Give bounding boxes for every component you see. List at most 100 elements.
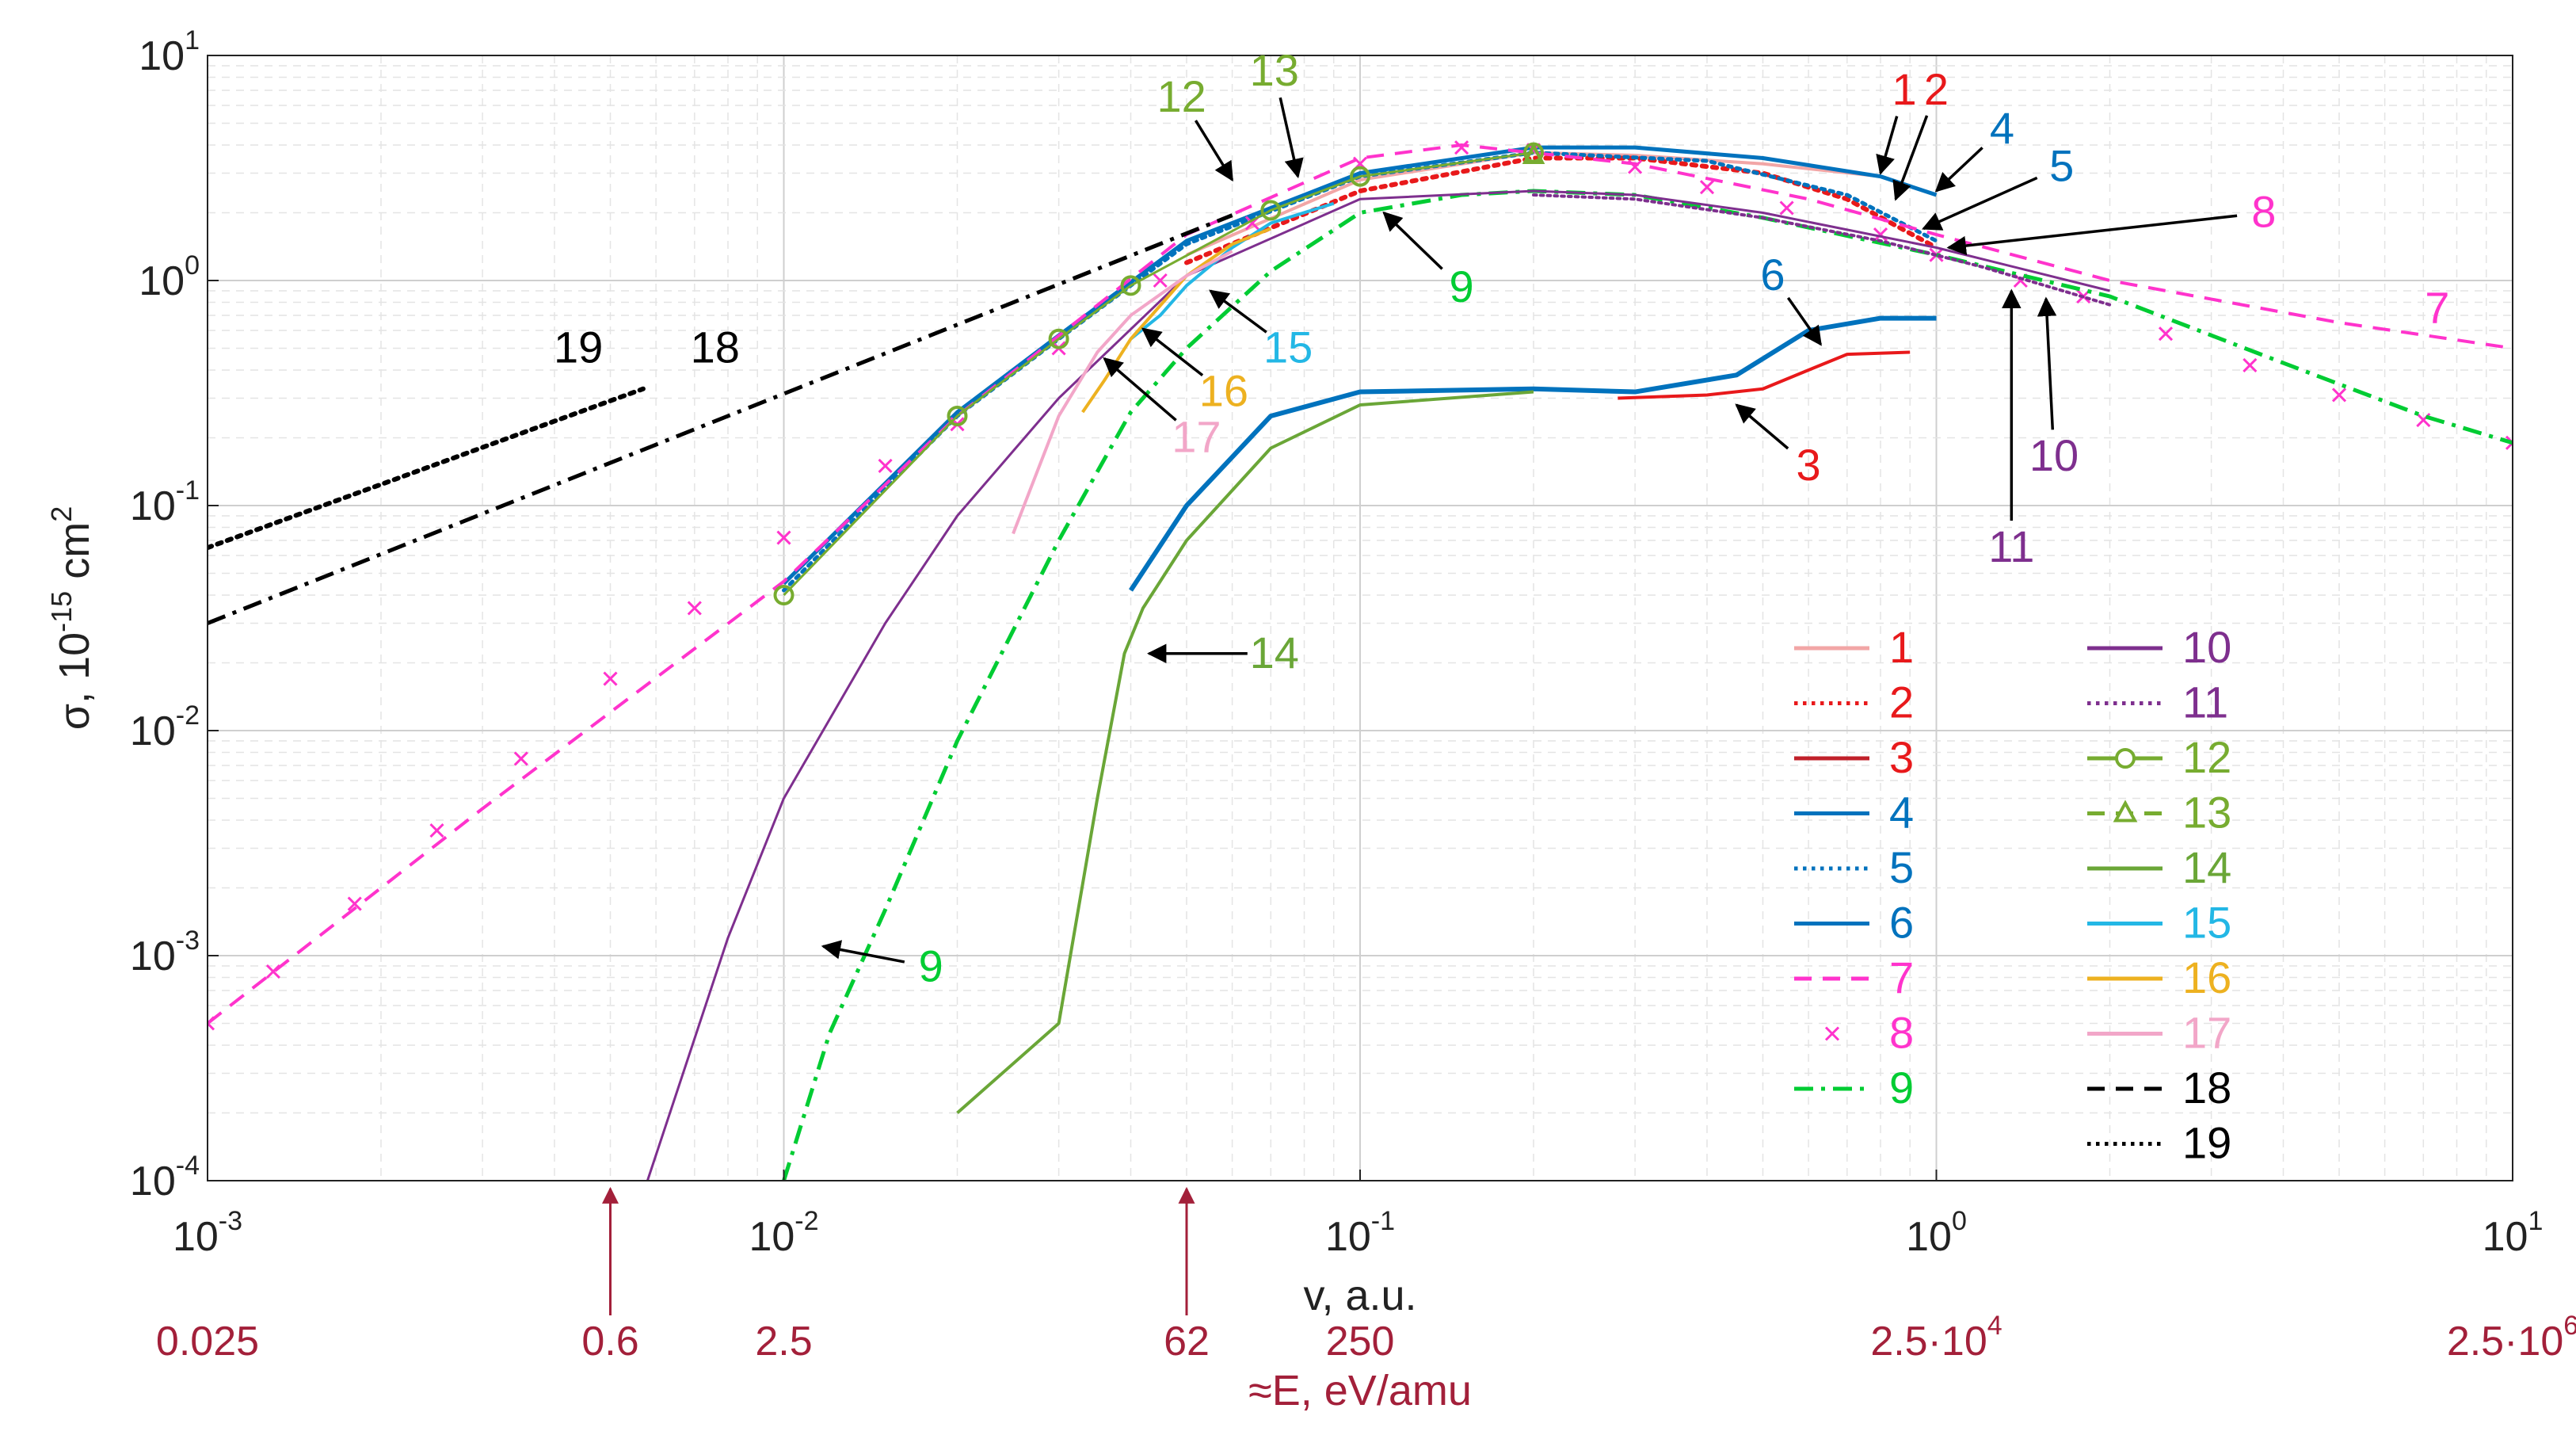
series-8-marker: [1628, 159, 1643, 174]
series-8-marker: [1699, 180, 1715, 195]
series-lines: [208, 140, 2513, 1181]
svg-text:σ, 10-15 cm2: σ, 10-15 cm2: [45, 506, 98, 730]
series-12-marker: [947, 405, 968, 426]
annotation-arrow: [1382, 211, 1443, 270]
legend-label: 3: [1889, 732, 1914, 782]
annotation-arrow: [1209, 289, 1267, 334]
legend-label: 4: [1889, 788, 1914, 838]
y-tick-label: 100: [139, 250, 200, 304]
energy-tick-label: 2.5: [755, 1319, 812, 1365]
energy-tick-label: 2.5·104: [1870, 1311, 2002, 1365]
x-axis-label: v, a.u.: [1303, 1272, 1416, 1319]
y-label-main: σ, 10: [51, 632, 98, 730]
series-11-line: [1531, 193, 2112, 307]
legend-label: 6: [1889, 898, 1914, 948]
legend-label: 7: [1889, 952, 1914, 1002]
legend-label: 11: [2182, 678, 2228, 727]
x-tick-label: 101: [2483, 1206, 2544, 1260]
y-label-exp: -15: [45, 591, 78, 632]
legend-label: 12: [2182, 732, 2231, 782]
annotation-arrow: [1786, 296, 1822, 346]
x-tick-label: 10-2: [749, 1206, 818, 1260]
series-12-marker: [1048, 328, 1069, 349]
series-8-marker: [2158, 326, 2174, 342]
legend-label: 16: [2182, 952, 2231, 1002]
legend-entry-6: 6: [1794, 898, 1914, 948]
series-6-line: [1128, 315, 1937, 592]
series-15-line: [1130, 201, 1335, 341]
legend-entry-16: 16: [2087, 952, 2231, 1002]
annotation-label: 17: [1172, 412, 1221, 462]
legend-entry-3: 3: [1794, 732, 1914, 782]
legend-label: 18: [2182, 1063, 2231, 1113]
annotation-label: 11: [1988, 521, 2034, 571]
annotation-label: 8: [2251, 187, 2276, 237]
annotation-arrow: [1892, 115, 1929, 201]
energy-tick-label: 250: [1326, 1319, 1395, 1365]
legend-entry-2: 2: [1794, 678, 1914, 727]
legend-entry-4: 4: [1794, 788, 1914, 838]
energy-tick-label: 62: [1164, 1319, 1210, 1365]
y-tick-label: 101: [139, 25, 200, 79]
annotation-arrow: [1934, 147, 1983, 193]
annotation-label: 15: [1263, 322, 1313, 372]
annotation-label: 14: [1250, 628, 1299, 678]
axis-ticks: 10-3 10-2 10-1 100 10110-410-310-210-1100101…: [130, 25, 2576, 1365]
y-tick-label: 10-2: [130, 700, 200, 754]
annotation-label: 19: [554, 322, 603, 372]
series-16-line: [1081, 227, 1272, 414]
series-8-marker: [2243, 357, 2258, 373]
legend-label: 8: [1889, 1008, 1914, 1058]
series-8-marker: [687, 601, 702, 616]
legend-label: 17: [2182, 1008, 2231, 1058]
annotation-arrow: [1141, 327, 1204, 377]
series-8-marker: [208, 1016, 215, 1031]
legend-entry-15: 15: [2087, 898, 2231, 948]
series-14-line: [956, 390, 1534, 1115]
annotation-label: 5: [2049, 141, 2074, 191]
legend-entry-8: 8: [1824, 1008, 1914, 1058]
legend-entry-11: 11: [2087, 678, 2228, 727]
y-tick-label: 10-4: [130, 1151, 200, 1204]
annotation-label: 9: [919, 941, 943, 991]
series-12-line: [783, 151, 1534, 597]
series-12-marker: [773, 585, 795, 606]
legend-entry-5: 5: [1794, 842, 1914, 892]
legend-entry-1: 1: [1794, 622, 1914, 672]
series-8-marker: [1779, 200, 1794, 216]
y-label-unit-exp: 2: [45, 506, 78, 522]
legend-label: 14: [2182, 842, 2231, 892]
series-9-line: [782, 189, 2513, 1181]
series-8-marker: [2505, 435, 2513, 450]
series-7-line: [208, 143, 2513, 1025]
legend-label: 13: [2182, 788, 2231, 838]
series-12-marker: [1260, 200, 1282, 221]
legend-entry-17: 17: [2087, 1008, 2231, 1058]
legend-label: 5: [1889, 842, 1914, 892]
annotation-label: 10: [2029, 430, 2079, 480]
legend-entry-13: 13: [2087, 788, 2231, 838]
annotation-label: 16: [1199, 366, 1248, 416]
annotation-label: 7: [2425, 282, 2449, 332]
series-13-marker: [1522, 142, 1545, 165]
annotation-label: 1: [1892, 64, 1917, 114]
y-axis-label: σ, 10-15 cm2: [45, 506, 98, 730]
legend-entry-10: 10: [2087, 622, 2231, 672]
legend-entry-7: 7: [1794, 952, 1914, 1002]
annotation-label: 13: [1250, 45, 1299, 95]
series-8-marker: [776, 530, 791, 545]
series-17-line: [1012, 250, 1233, 535]
series-8-marker: [603, 671, 618, 686]
annotation-label: 4: [1990, 103, 2014, 153]
annotation-arrow: [1922, 176, 2038, 231]
series-8-marker: [1454, 140, 1469, 155]
legend-entry-12: 12: [2087, 732, 2231, 782]
series-8-marker: [1873, 227, 1888, 242]
annotation-arrow: [1946, 214, 2238, 256]
legend-label: 15: [2182, 898, 2231, 948]
annotation-label: 9: [1450, 261, 1474, 311]
annotation-arrow: [1103, 357, 1177, 422]
